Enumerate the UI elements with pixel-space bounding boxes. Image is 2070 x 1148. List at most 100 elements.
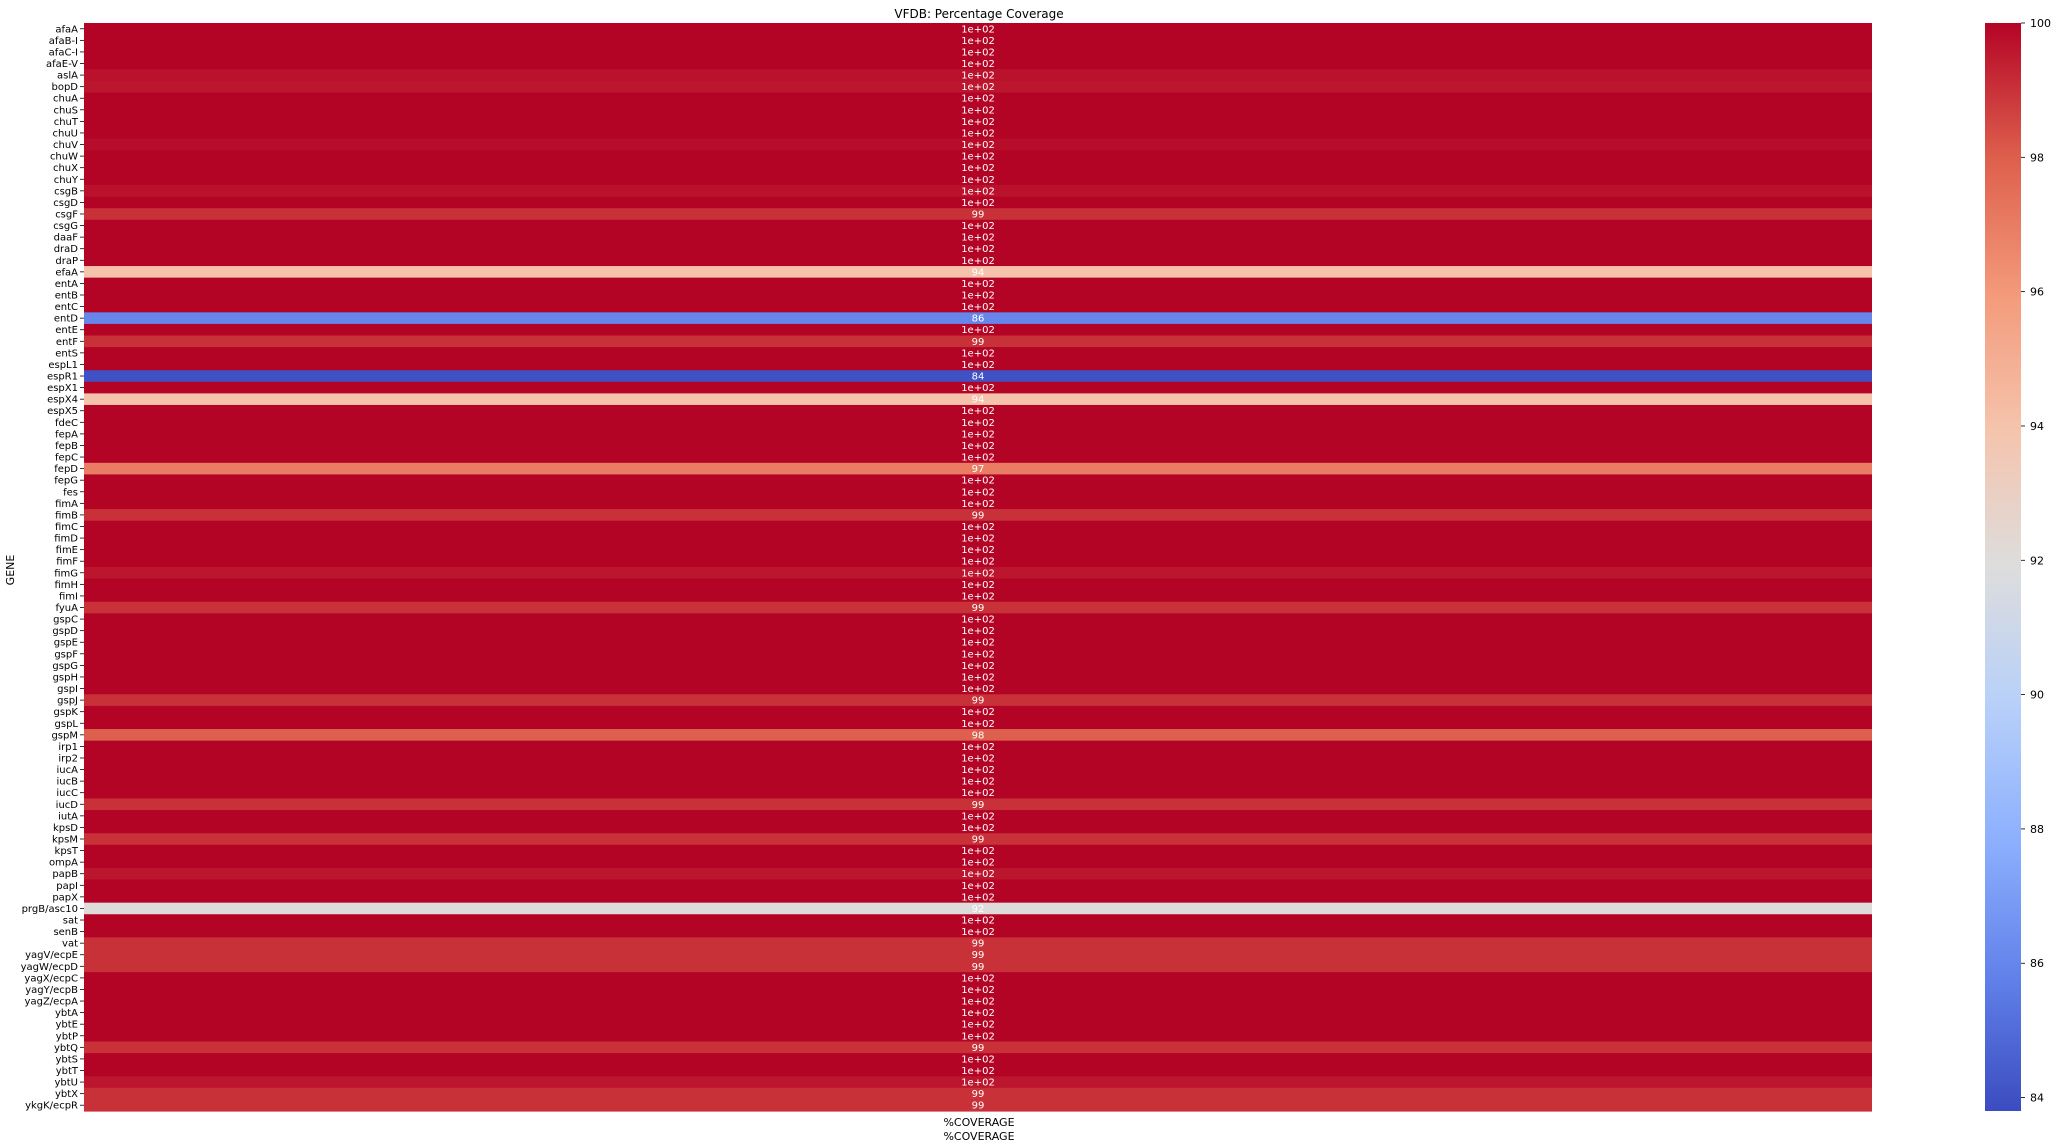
cell-annotation: 1e+02 [961, 429, 995, 440]
heatmap-cell [84, 289, 1872, 302]
heatmap-cell [84, 995, 1872, 1008]
y-tick-label: csgB [54, 186, 78, 197]
y-tick-label: csgD [53, 198, 78, 209]
heatmap-cell [84, 497, 1872, 510]
heatmap-cell [84, 948, 1872, 962]
heatmap-cell [84, 671, 1872, 684]
y-tick-label: chuW [50, 152, 78, 163]
heatmap-cell [84, 624, 1872, 638]
y-tick-label: iucC [56, 788, 78, 799]
y-tick-label: vat [62, 939, 78, 950]
y-tick-label: gspF [54, 649, 78, 660]
y-tick-label: entD [54, 314, 78, 325]
cell-annotation: 1e+02 [961, 1066, 995, 1077]
cell-annotation: 1e+02 [961, 672, 995, 683]
heatmap-cell [84, 92, 1872, 105]
heatmap-cell [84, 740, 1872, 753]
cell-annotation: 1e+02 [961, 811, 995, 822]
cell-annotation: 99 [972, 1101, 985, 1112]
heatmap-cell [84, 717, 1872, 730]
cell-annotation: 1e+02 [961, 453, 995, 464]
y-tick-label: fepA [55, 429, 78, 440]
cell-annotation: 1e+02 [961, 59, 995, 70]
heatmap-cell [84, 451, 1872, 464]
cell-annotation: 99 [972, 510, 985, 521]
y-tick-label: iucB [57, 777, 79, 788]
cell-annotation: 1e+02 [961, 82, 995, 93]
cell-annotation: 1e+02 [961, 128, 995, 139]
y-tick-label: ompA [49, 858, 78, 869]
cell-annotation: 1e+02 [961, 638, 995, 649]
y-tick-label: gspM [51, 730, 78, 741]
cell-annotation: 1e+02 [961, 661, 995, 672]
y-tick-label: ybtS [55, 1054, 78, 1065]
heatmap-cell [84, 439, 1872, 452]
colorbar-tick-label: 86 [2030, 957, 2044, 970]
heatmap-cell [84, 636, 1872, 649]
cell-annotation: 86 [972, 314, 985, 325]
heatmap-cell [84, 300, 1872, 313]
y-tick-label: entS [55, 348, 78, 359]
y-tick-label: afaB-I [49, 36, 78, 47]
cell-annotation: 1e+02 [961, 580, 995, 591]
heatmap-cell [84, 138, 1872, 151]
heatmap-cell [84, 833, 1872, 846]
cell-annotation: 1e+02 [961, 360, 995, 371]
cell-annotation: 99 [972, 337, 985, 348]
cell-annotation: 1e+02 [961, 846, 995, 857]
cell-annotation: 1e+02 [961, 892, 995, 903]
heatmap-cell [84, 266, 1872, 279]
cell-annotation: 1e+02 [961, 788, 995, 799]
y-tick-label: fimF [56, 557, 78, 568]
heatmap-cell [84, 416, 1872, 429]
cell-annotation: 1e+02 [961, 441, 995, 452]
heatmap-cell [84, 196, 1872, 209]
heatmap-cell [84, 567, 1872, 580]
heatmap-cell [84, 1041, 1872, 1054]
y-tick-label: efaA [55, 267, 78, 278]
heatmap-cell [84, 231, 1872, 244]
heatmap-cell [84, 69, 1872, 82]
heatmap-cell [84, 1087, 1872, 1101]
heatmap-cell [84, 335, 1872, 348]
y-tick-label: irp1 [58, 742, 78, 753]
colorbar-tick-label: 84 [2030, 1092, 2044, 1105]
heatmap-cell [84, 937, 1872, 950]
y-tick-label: fimI [59, 591, 78, 602]
cell-annotation: 1e+02 [961, 777, 995, 788]
heatmap-cell [84, 370, 1872, 383]
cell-annotation: 1e+02 [961, 707, 995, 718]
y-axis-label: GENE [4, 555, 17, 586]
y-tick-label: entE [55, 325, 78, 336]
y-tick-label: papB [52, 869, 78, 880]
y-tick-label: fepD [54, 464, 78, 475]
y-tick-label: gspJ [57, 696, 78, 707]
y-tick-label: fimG [54, 568, 78, 579]
y-tick-labels: afaAafaB-IafaC-IafaE-VaslAbopDchuAchuSch… [21, 24, 84, 1112]
y-tick-label: entB [55, 291, 78, 302]
cell-annotation: 1e+02 [961, 47, 995, 58]
heatmap-cell [84, 590, 1872, 603]
heatmap-cell [84, 347, 1872, 360]
cell-annotation: 99 [972, 603, 985, 614]
cell-annotation: 1e+02 [961, 163, 995, 174]
cell-annotation: 1e+02 [961, 568, 995, 579]
cell-annotation: 1e+02 [961, 348, 995, 359]
x-axis-label: %COVERAGE [943, 1130, 1014, 1143]
cell-annotation: 1e+02 [961, 626, 995, 637]
y-tick-label: csgF [55, 209, 78, 220]
y-tick-label: fdeC [55, 418, 78, 429]
heatmap-cell [84, 381, 1872, 394]
y-tick-label: fepG [54, 476, 78, 487]
cell-annotation: 92 [972, 904, 985, 915]
heatmap-cell [84, 891, 1872, 904]
cell-annotation: 1e+02 [961, 557, 995, 568]
heatmap-cells [84, 23, 1872, 1112]
cell-annotation: 99 [972, 1089, 985, 1100]
cell-annotation: 1e+02 [961, 233, 995, 244]
heatmap-cell [84, 659, 1872, 672]
heatmap-cell [84, 254, 1872, 267]
y-tick-label: chuX [53, 163, 78, 174]
y-tick-label: fimB [55, 510, 78, 521]
